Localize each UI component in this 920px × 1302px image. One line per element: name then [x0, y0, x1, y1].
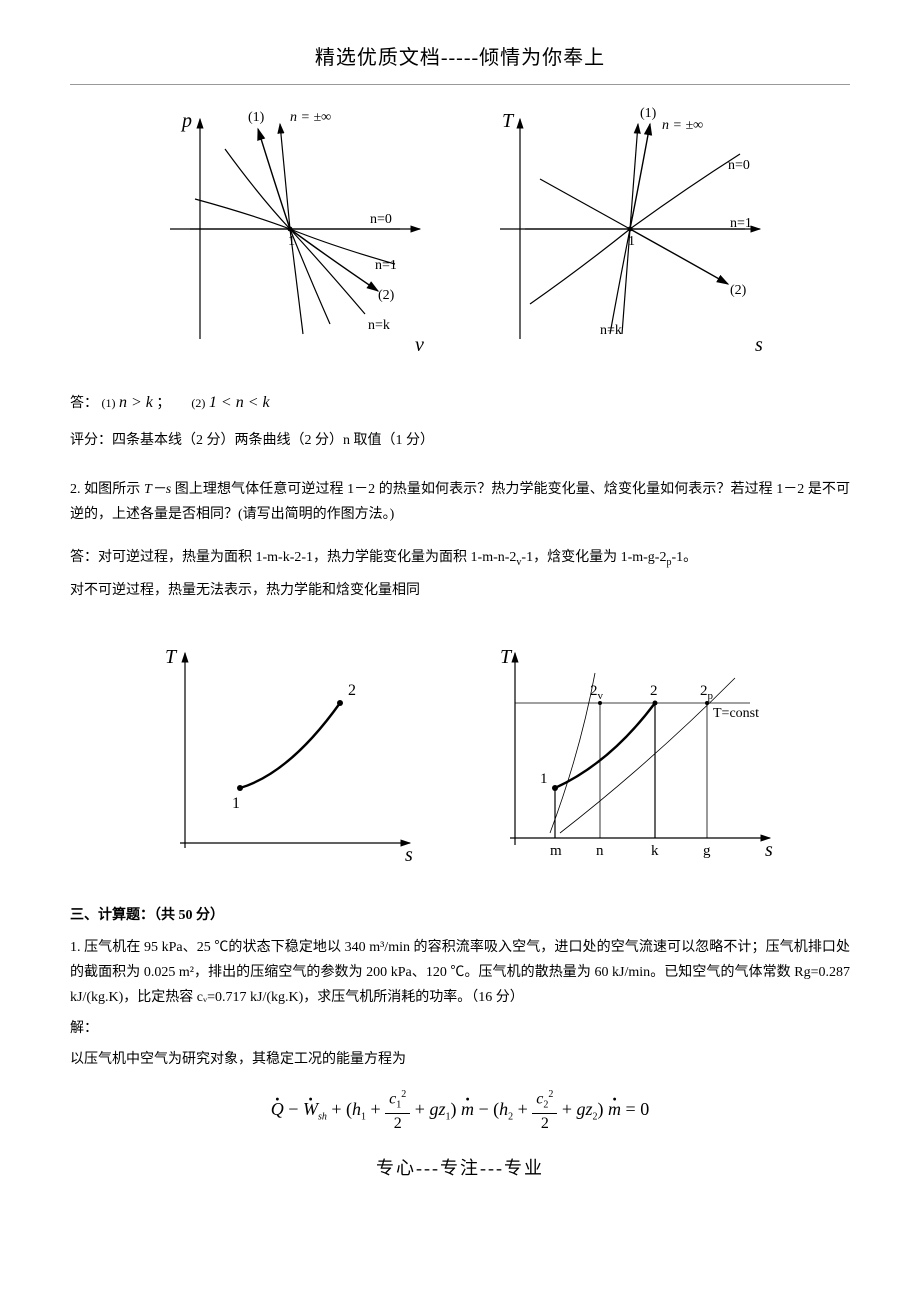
a2-l1c: -1。	[671, 550, 697, 565]
ts-n1: n=1	[730, 216, 752, 231]
pv-y-label: p	[180, 110, 192, 132]
eq-frac2: c22 2	[532, 1090, 557, 1132]
eq-c1sq: 2	[401, 1089, 406, 1100]
d2l-pt1: 1	[232, 795, 240, 812]
a2-l1a: 答：对可逆过程，热量为面积 1-m-k-2-1，热力学能变化量为面积 1-m-n…	[70, 550, 516, 565]
q2-a: 如图所示	[84, 482, 144, 497]
pv-x-label: v	[415, 334, 424, 356]
eq-z2: z	[586, 1099, 593, 1119]
q2-b: 图上理想气体任意可逆过程 1－2 的热量如何表示？热力学能变化量、焓变化量如何表…	[70, 482, 850, 522]
diagram-row-2: 1 2 T s T s 1 2v 2	[70, 633, 850, 873]
pv-ninf: n = ±∞	[290, 110, 331, 125]
ts-ninf: n = ±∞	[662, 118, 703, 133]
ts-proc2: (2)	[730, 283, 747, 298]
question-2: 2. 如图所示 T－s 图上理想气体任意可逆过程 1－2 的热量如何表示？热力学…	[70, 477, 850, 527]
d2r-g: g	[703, 843, 711, 859]
eq-frac1: c12 2	[385, 1090, 410, 1132]
d2r-pt1: 1	[540, 771, 548, 787]
answer-1-p1-label: (1)	[102, 396, 116, 410]
eq-z2s: 2	[593, 1112, 598, 1123]
eq-den2: 2	[532, 1114, 557, 1132]
d2r-x: s	[765, 839, 773, 861]
eq-c2s: 2	[543, 1100, 548, 1111]
header-rule	[70, 84, 850, 85]
answer-1-p1-expr: n > k	[119, 394, 153, 411]
ts-proc1: (1)	[640, 106, 657, 121]
answer-1: 答： (1) n > k ； (2) 1 < n < k	[70, 389, 850, 418]
eq-m2: m	[608, 1093, 621, 1125]
eq-Wsub: sh	[318, 1112, 327, 1123]
footer-text: 专心---专注---专业	[70, 1152, 850, 1184]
eq-W: W	[303, 1093, 318, 1125]
q2-ts: T－s	[144, 482, 171, 497]
d2l-pt2: 2	[348, 682, 356, 699]
q3-1-text: 压气机在 95 kPa、25 ℃的状态下稳定地以 340 m³/min 的容积流…	[70, 940, 850, 1005]
ts-x-label: s	[755, 334, 763, 356]
ts-nk: n=k	[600, 323, 622, 338]
ts-diagram: 1 T s (1) n = ±∞ n=0 n=1 n=k (2)	[480, 99, 780, 359]
eq-h2: h	[499, 1099, 508, 1119]
header-title: 精选优质文档-----倾情为你奉上	[70, 40, 850, 76]
d2r-y: T	[500, 646, 513, 668]
d2r-n: n	[596, 843, 604, 859]
d2l-x: s	[405, 844, 413, 866]
d2r-2: 2	[650, 683, 658, 699]
eq-c1s: 1	[396, 1100, 401, 1111]
question-3-1: 1. 压气机在 95 kPa、25 ℃的状态下稳定地以 340 m³/min 的…	[70, 935, 850, 1011]
ts-y-label: T	[502, 110, 515, 132]
ts-simple-diagram: 1 2 T s	[130, 633, 430, 873]
solution-label: 解：	[70, 1016, 850, 1041]
pv-n0: n=0	[370, 212, 392, 227]
d2r-2p: 2p	[700, 683, 714, 702]
pv-nk: n=k	[368, 318, 390, 333]
q2-num: 2.	[70, 482, 81, 497]
section-3-title: 三、计算题：（共 50 分）	[70, 903, 850, 928]
pv-diagram: 1 p v (1) n = ±∞ n=0 n=1 n=k (2)	[140, 99, 440, 359]
answer-1-p2-label: (2)	[191, 396, 205, 410]
a2-l1b: -1，焓变化量为 1-m-g-2	[521, 550, 666, 565]
diagram-row-1: 1 p v (1) n = ±∞ n=0 n=1 n=k (2)	[70, 99, 850, 359]
eq-h2s: 2	[508, 1112, 513, 1123]
answer-1-p2-expr: 1 < n < k	[209, 394, 270, 411]
d2r-2v: 2v	[590, 683, 604, 702]
eq-Q: Q	[271, 1093, 284, 1125]
ts-n0: n=0	[728, 158, 750, 173]
grading-1: 评分：四条基本线（2 分）两条曲线（2 分）n 取值（1 分）	[70, 428, 850, 453]
d2r-k: k	[651, 843, 659, 859]
d2l-y: T	[165, 646, 178, 668]
d2r-tconst: T=const	[713, 706, 759, 721]
eq-den1: 2	[385, 1114, 410, 1132]
answer-2-line1: 答：对可逆过程，热量为面积 1-m-k-2-1，热力学能变化量为面积 1-m-n…	[70, 545, 850, 572]
q3-1-num: 1.	[70, 940, 81, 955]
solution-line1: 以压气机中空气为研究对象，其稳定工况的能量方程为	[70, 1047, 850, 1072]
eq-g2: g	[577, 1099, 586, 1119]
eq-eq0: = 0	[626, 1099, 650, 1119]
answer-1-sep: ；	[156, 396, 170, 411]
eq-c2sq: 2	[548, 1089, 553, 1100]
eq-z1s: 1	[445, 1112, 450, 1123]
answer-2-line2: 对不可逆过程，热量无法表示，热力学能和焓变化量相同	[70, 578, 850, 603]
eq-m1: m	[461, 1093, 474, 1125]
eq-h1s: 1	[361, 1112, 366, 1123]
energy-equation: Q − Wsh + (h1 + c12 2 + gz1) m − (h2 + c…	[70, 1090, 850, 1132]
pv-n1: n=1	[375, 258, 397, 273]
d2r-m: m	[550, 843, 562, 859]
ts-areas-diagram: T s 1 2v 2 2p T=const m n k g	[470, 633, 790, 873]
answer-1-prefix: 答：	[70, 396, 98, 411]
pv-proc2: (2)	[378, 288, 395, 303]
pv-proc1: (1)	[248, 110, 265, 125]
eq-h1: h	[352, 1099, 361, 1119]
